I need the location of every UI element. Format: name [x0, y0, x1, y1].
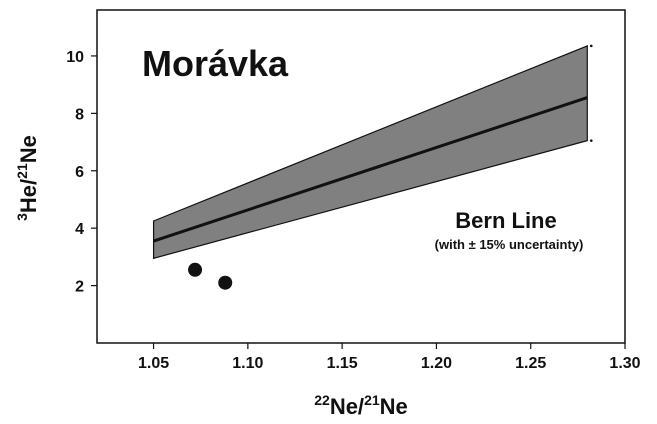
y-axis-title-sup1: 3 [14, 213, 30, 221]
bern-line-label: Bern Line [455, 208, 556, 233]
y-ticks: 2 4 6 8 10 [66, 49, 97, 296]
y-axis-title-base1: He/ [16, 179, 41, 213]
x-axis-title-base2: Ne [380, 394, 408, 419]
chart-title: Morávka [142, 43, 289, 84]
x-tick-label-6: 1.30 [609, 355, 640, 372]
y-tick-label-2: 4 [75, 221, 84, 238]
y-tick-label-1: 2 [75, 279, 84, 296]
y-axis-title-base2: Ne [16, 135, 41, 163]
y-tick-label-4: 8 [75, 106, 84, 123]
bern-line-uncertainty-label: (with ± 15% uncertainty) [435, 237, 584, 252]
x-tick-label-3: 1.15 [327, 355, 358, 372]
y-tick-label-5: 10 [66, 49, 84, 66]
x-ticks: 1.05 1.10 1.15 1.20 1.25 1.30 [138, 343, 641, 372]
bern-line-series [153, 96, 588, 243]
band-end-mark-lower [589, 139, 593, 142]
data-point-1 [188, 262, 203, 277]
x-axis-title-sup2: 21 [364, 392, 380, 408]
x-tick-label-1: 1.05 [138, 355, 169, 372]
y-axis-title-sup2: 21 [14, 163, 30, 179]
x-tick-label-4: 1.20 [421, 355, 452, 372]
plot-frame [96, 9, 626, 344]
x-axis-title: 22Ne/21Ne [314, 392, 408, 419]
data-point-2 [218, 275, 233, 290]
band-end-mark-upper [589, 44, 593, 48]
x-axis-title-sup1: 22 [314, 392, 330, 408]
x-tick-label-2: 1.10 [232, 355, 263, 372]
y-tick-label-3: 6 [75, 164, 84, 181]
x-axis-title-base1: Ne/ [330, 394, 364, 419]
series-layer [153, 96, 588, 243]
points-layer [188, 262, 233, 290]
y-axis-title: 3He/21Ne [14, 135, 41, 221]
x-tick-label-5: 1.25 [515, 355, 546, 372]
